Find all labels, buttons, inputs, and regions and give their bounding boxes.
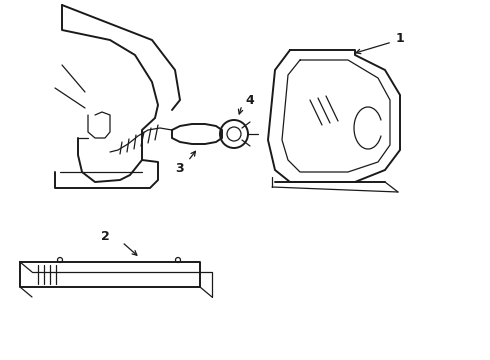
Text: 4: 4 <box>245 94 254 107</box>
Text: 1: 1 <box>395 31 404 45</box>
Text: 3: 3 <box>176 162 184 175</box>
Text: 2: 2 <box>100 230 109 243</box>
